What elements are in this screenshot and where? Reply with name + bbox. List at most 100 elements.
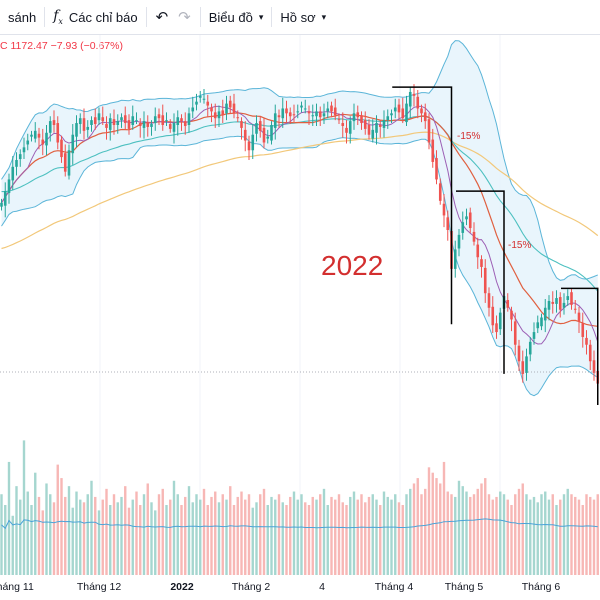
volume-bar — [356, 499, 359, 575]
candle-body — [131, 116, 135, 125]
candle-body — [472, 231, 476, 242]
candle-body — [161, 115, 165, 125]
compare-button[interactable]: sánh — [0, 0, 44, 34]
drawdown-label: -15% — [457, 131, 480, 142]
candle-body — [382, 120, 386, 128]
volume-bar — [514, 494, 517, 575]
candle-body — [412, 93, 416, 96]
volume-bar — [502, 494, 506, 575]
volume-bar — [127, 507, 131, 575]
candle-body — [228, 100, 232, 108]
candle-body — [45, 132, 48, 146]
candle-body — [232, 103, 236, 114]
volume-bar — [469, 496, 472, 575]
x-tick-label: Tháng 6 — [521, 581, 561, 593]
volume-bar — [330, 496, 333, 575]
candle-body — [56, 123, 60, 143]
drawdown-bracket — [561, 287, 599, 405]
volume-bar — [484, 478, 487, 575]
volume-bar — [544, 491, 547, 575]
candle-body — [187, 113, 191, 125]
candle-body — [296, 111, 300, 113]
volume-bar — [146, 483, 149, 575]
candle-body — [202, 98, 206, 100]
volume-bar — [210, 496, 213, 575]
candle-body — [307, 111, 311, 114]
ma-200-line — [1, 131, 599, 250]
candle-body — [240, 121, 243, 128]
candle-body — [135, 120, 138, 122]
candle-body — [551, 301, 555, 304]
volume-bar — [154, 510, 157, 575]
volume-bar — [300, 494, 303, 575]
volume-bar — [270, 496, 273, 575]
volume-bar — [124, 486, 127, 575]
candle-body — [213, 112, 217, 119]
undo-redo-group: ↶ ↷ — [147, 0, 200, 34]
toolbar-divider — [145, 7, 147, 27]
candle-body — [498, 312, 502, 330]
indicators-label: Các chỉ báo — [68, 9, 138, 25]
volume-bar — [409, 488, 412, 575]
candle-body — [341, 123, 345, 126]
candle-body — [363, 120, 367, 129]
candle-body — [543, 307, 547, 321]
candle-body — [206, 101, 210, 106]
candle-body — [0, 202, 3, 207]
candle-body — [558, 297, 562, 310]
volume-bar — [529, 499, 532, 575]
volume-bar — [379, 505, 382, 575]
volume-bar — [169, 499, 172, 575]
volume-bar — [495, 496, 498, 575]
candle-body — [26, 140, 30, 145]
chart-type-button[interactable]: Biểu đồ ▾ — [201, 0, 272, 34]
candle-body — [60, 139, 63, 158]
candle-body — [468, 212, 472, 229]
volume-bar — [574, 496, 577, 575]
candle-body — [198, 95, 202, 98]
volume-bar — [90, 480, 93, 575]
indicators-button[interactable]: fx Các chỉ báo — [45, 0, 145, 34]
volume-bar — [165, 505, 168, 575]
volume-bar — [244, 499, 247, 575]
undo-icon[interactable]: ↶ — [155, 8, 169, 26]
volume-bar — [394, 494, 397, 575]
volume-bar — [304, 502, 307, 575]
volume-bar — [97, 510, 101, 575]
candle-body — [457, 234, 461, 249]
volume-bar — [49, 494, 52, 575]
candle-body — [123, 115, 127, 124]
redo-icon[interactable]: ↷ — [178, 8, 191, 26]
candle-body — [217, 111, 221, 119]
compare-label: sánh — [8, 9, 37, 25]
volume-bar — [364, 502, 367, 575]
volume-bar — [532, 496, 536, 575]
candle-body — [262, 127, 266, 143]
volume-bar — [240, 491, 243, 575]
fx-icon: fx — [53, 8, 63, 26]
candle-body — [7, 179, 11, 194]
volume-bar — [596, 494, 599, 575]
candle-body — [416, 96, 420, 109]
volume-ma-line — [1, 518, 598, 530]
candle-body — [255, 123, 258, 134]
volume-bar — [536, 502, 539, 575]
volume-bar — [139, 505, 142, 575]
volume-bar — [435, 478, 438, 575]
volume-bar — [259, 494, 262, 575]
candle-body — [277, 115, 281, 118]
price-chart[interactable]: -15% -15% 2022 — [0, 35, 600, 575]
candle-body — [408, 91, 412, 107]
volume-bar — [217, 502, 221, 575]
volume-bar — [326, 505, 329, 575]
volume-bar — [225, 499, 228, 575]
candle-body — [48, 121, 52, 133]
volume-bar — [559, 499, 562, 575]
profile-button[interactable]: Hồ sơ ▾ — [272, 0, 334, 34]
ma-short-line — [1, 105, 599, 345]
volume-bar — [266, 505, 269, 575]
candle-body — [573, 308, 577, 310]
candle-body — [120, 117, 123, 121]
candle-body — [150, 124, 153, 127]
candle-body — [172, 123, 176, 132]
